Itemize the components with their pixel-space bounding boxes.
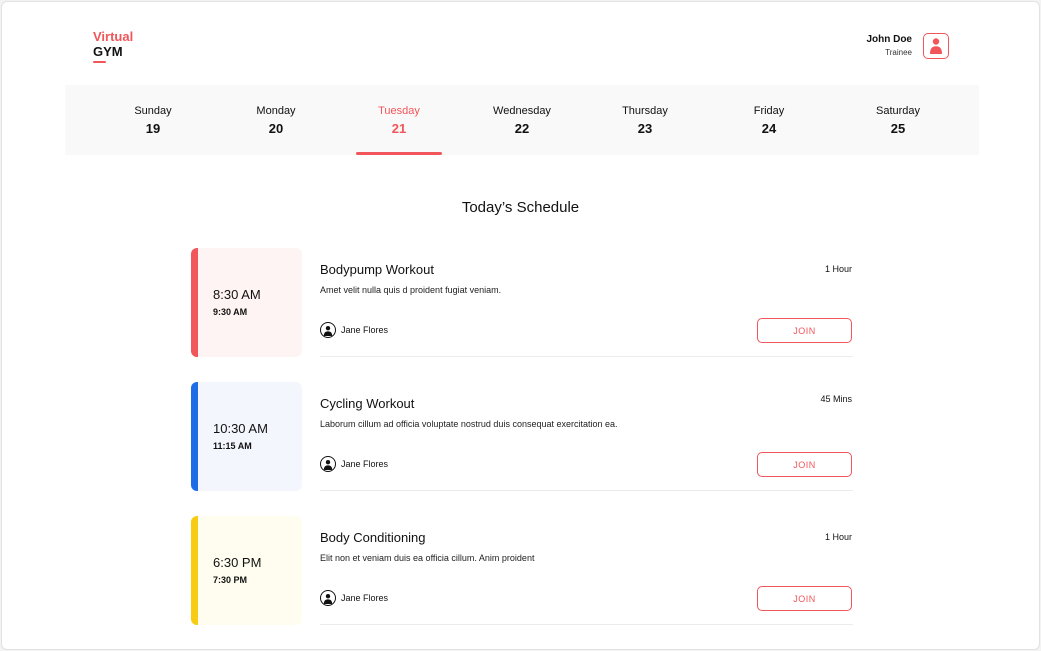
- user-role: Trainee: [885, 48, 912, 57]
- day-tab-tuesday[interactable]: Tuesday 21: [356, 85, 442, 155]
- class-title: Cycling Workout: [320, 396, 415, 411]
- day-name: Sunday: [134, 105, 172, 117]
- day-date: 20: [268, 121, 284, 136]
- join-button[interactable]: JOIN: [757, 452, 852, 477]
- trainer-avatar-glyph: [323, 594, 333, 604]
- day-date: 21: [391, 121, 407, 136]
- trainer-avatar-icon: [320, 590, 336, 606]
- class-details: Bodypump Workout 1 Hour Amet velit nulla…: [320, 248, 853, 357]
- day-date: 22: [514, 121, 530, 136]
- join-button[interactable]: JOIN: [757, 318, 852, 343]
- time-accent-bar: [191, 382, 198, 491]
- class-duration: 1 Hour: [824, 264, 852, 274]
- user-name: John Doe: [866, 34, 912, 45]
- trainer-name: Jane Flores: [341, 593, 389, 603]
- day-date: 25: [890, 121, 906, 136]
- trainer: Jane Flores: [320, 590, 388, 606]
- user-avatar-icon[interactable]: [923, 33, 949, 59]
- schedule-item: 10:30 AM 11:15 AM Cycling Workout 45 Min…: [191, 382, 853, 491]
- user-text: John Doe Trainee: [866, 33, 912, 59]
- day-tab-sunday[interactable]: Sunday 19: [110, 85, 196, 155]
- time-accent-bar: [191, 516, 198, 625]
- class-title: Body Conditioning: [320, 530, 426, 545]
- time-block: 8:30 AM 9:30 AM: [191, 248, 302, 357]
- user-avatar-glyph: [930, 38, 942, 54]
- schedule-title: Today’s Schedule: [461, 199, 580, 216]
- brand-line2: GYM: [93, 44, 123, 59]
- start-time: 8:30 AM: [213, 287, 261, 302]
- trainer-avatar-glyph: [323, 326, 333, 336]
- day-tab-thursday[interactable]: Thursday 23: [602, 85, 688, 155]
- end-time: 7:30 PM: [213, 575, 248, 585]
- end-time: 9:30 AM: [213, 307, 248, 317]
- class-details: Body Conditioning 1 Hour Elit non et ven…: [320, 516, 853, 625]
- start-time: 6:30 PM: [213, 555, 262, 570]
- day-tab-wednesday[interactable]: Wednesday 22: [479, 85, 565, 155]
- day-date: 19: [145, 121, 161, 136]
- brand-underline: [93, 61, 106, 63]
- time-block: 10:30 AM 11:15 AM: [191, 382, 302, 491]
- day-tab-saturday[interactable]: Saturday 25: [855, 85, 941, 155]
- class-description: Amet velit nulla quis d proident fugiat …: [320, 285, 502, 295]
- day-name: Monday: [256, 105, 296, 117]
- class-duration: 1 Hour: [824, 532, 852, 542]
- start-time: 10:30 AM: [213, 421, 268, 436]
- trainer-avatar-icon: [320, 456, 336, 472]
- class-duration: 45 Mins: [820, 394, 852, 404]
- day-name: Saturday: [875, 105, 921, 117]
- class-description: Laborum cillum ad officia voluptate nost…: [320, 419, 618, 429]
- day-tab-friday[interactable]: Friday 24: [726, 85, 812, 155]
- trainer-avatar-glyph: [323, 460, 333, 470]
- brand-logo[interactable]: Virtual GYM: [93, 29, 133, 63]
- day-tab-monday[interactable]: Monday 20: [233, 85, 319, 155]
- day-name: Wednesday: [493, 105, 551, 117]
- day-name: Tuesday: [378, 105, 420, 117]
- trainer-name: Jane Flores: [341, 459, 389, 469]
- schedule-item: 6:30 PM 7:30 PM Body Conditioning 1 Hour…: [191, 516, 853, 625]
- class-details: Cycling Workout 45 Mins Laborum cillum a…: [320, 382, 853, 491]
- day-date: 24: [761, 121, 777, 136]
- time-accent-bar: [191, 248, 198, 357]
- time-block: 6:30 PM 7:30 PM: [191, 516, 302, 625]
- trainer: Jane Flores: [320, 322, 388, 338]
- day-name: Friday: [753, 105, 785, 117]
- join-button[interactable]: JOIN: [757, 586, 852, 611]
- day-name: Thursday: [622, 105, 668, 117]
- end-time: 11:15 AM: [213, 441, 252, 451]
- trainer-name: Jane Flores: [341, 325, 389, 335]
- trainer-avatar-icon: [320, 322, 336, 338]
- trainer: Jane Flores: [320, 456, 388, 472]
- user-profile[interactable]: John Doe Trainee: [866, 33, 949, 59]
- class-title: Bodypump Workout: [320, 262, 434, 277]
- schedule-item: 8:30 AM 9:30 AM Bodypump Workout 1 Hour …: [191, 248, 853, 357]
- week-day-selector: Sunday 19 Monday 20 Tuesday 21 Wednesday…: [65, 85, 979, 155]
- class-description: Elit non et veniam duis ea officia cillu…: [320, 553, 535, 563]
- brand-line1: Virtual: [93, 29, 134, 44]
- day-date: 23: [637, 121, 653, 136]
- active-day-indicator: [356, 152, 442, 155]
